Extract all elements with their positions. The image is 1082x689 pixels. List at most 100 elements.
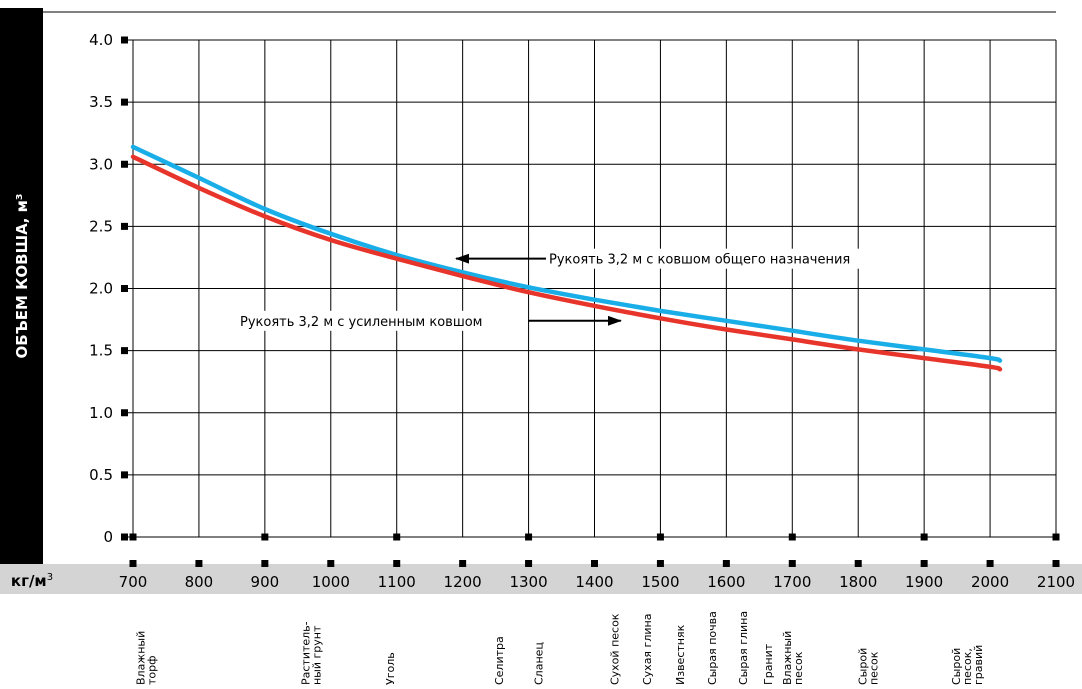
material-label: Уголь [384, 652, 397, 685]
material-label-group: Селитра [493, 636, 506, 685]
material-label-group: Сланец [532, 642, 545, 685]
zero-line-marker [1052, 533, 1060, 541]
x-tick-label: 1400 [575, 573, 613, 591]
y-tick-label: 4.0 [89, 31, 113, 49]
zero-line-marker [129, 533, 137, 541]
grid [125, 39, 1057, 538]
y-tick-marker [121, 36, 128, 44]
material-label: Сырая почва [706, 611, 719, 685]
y-tick-marker [121, 222, 128, 230]
material-label: Сырая глина [737, 611, 750, 685]
y-tick-label: 3.5 [89, 93, 113, 111]
zero-line-marker [261, 533, 269, 541]
x-tick-marker [788, 560, 796, 567]
y-tick-marker [121, 347, 128, 355]
material-label-group: Сырая глина [737, 611, 750, 685]
x-tick-label: 2000 [971, 573, 1009, 591]
series [130, 144, 1003, 372]
y-tick-label: 3.0 [89, 155, 113, 173]
material-label: Гранит [762, 643, 775, 685]
series-line [130, 154, 1003, 372]
annotation-2-bg [236, 310, 528, 331]
y-tick-label: 2.0 [89, 280, 113, 298]
x-tick-marker [261, 560, 269, 567]
x-tick-label: 800 [185, 573, 214, 591]
x-tick-label: 2100 [1037, 573, 1075, 591]
zero-line-marker [525, 533, 533, 541]
material-label: Сухая глина [641, 614, 654, 685]
zero-line-marker [656, 533, 664, 541]
material-label: Сухой песок [608, 613, 621, 685]
material-label: Влажный [135, 631, 148, 685]
material-label: ный грунт [311, 625, 324, 685]
material-label: торф [146, 655, 159, 685]
annotations: Рукоять 3,2 м с ковшом общего назначения… [236, 248, 896, 331]
material-label-group: Раститель-ный грунт [300, 621, 324, 685]
material-label-group: Уголь [384, 652, 397, 685]
material-label-group: Сырая почва [706, 611, 719, 685]
x-tick-label: 1000 [312, 573, 350, 591]
x-tick-label: 900 [251, 573, 280, 591]
x-tick-marker [722, 560, 730, 567]
material-label: песок [868, 651, 881, 685]
material-label-group: Сухой песок [608, 613, 621, 685]
y-tick-label: 2.5 [89, 217, 113, 235]
x-tick-marker [986, 560, 994, 567]
material-label: Влажный [781, 631, 794, 685]
annotation-1-text: Рукоять 3,2 м с ковшом общего назначения [549, 253, 850, 268]
y-axis-label: ОБЪЕМ КОВША, м³ [13, 193, 31, 358]
x-tick-marker [195, 560, 203, 567]
material-label-group: Гранит [762, 643, 775, 685]
y-tick-marker [121, 471, 128, 479]
x-tick-label: 700 [119, 573, 148, 591]
y-ticks: 0 0.5 1.0 1.5 2.0 2.5 3.0 3.5 4.0 [89, 31, 128, 546]
x-tick-label: 1600 [707, 573, 745, 591]
x-tick-marker [591, 560, 598, 567]
ylabel-band [0, 8, 43, 564]
x-tick-marker [393, 560, 401, 567]
annotation-2-text: Рукоять 3,2 м с усиленным ковшом [240, 315, 482, 330]
material-label: Сырой [857, 648, 870, 685]
x-tick-label: 1700 [773, 573, 811, 591]
x-unit-sup: 3 [47, 572, 53, 583]
x-tick-label: 1900 [905, 573, 943, 591]
y-tick-marker [121, 98, 128, 106]
zero-line-marker [920, 533, 928, 541]
x-tick-label: 1800 [839, 573, 877, 591]
x-tick-marker [1052, 560, 1060, 567]
x-tick-label: 1300 [509, 573, 547, 591]
y-tick-label: 1.0 [89, 404, 113, 422]
y-tick-label: 1.5 [89, 342, 113, 360]
material-label: Раститель- [300, 621, 313, 685]
x-tick-label: 1200 [444, 573, 482, 591]
y-tick-label: 0.5 [89, 466, 113, 484]
xaxis-band [0, 564, 1082, 594]
material-label: песок, [961, 648, 974, 685]
y-tick-marker [121, 533, 128, 541]
x-tick-label: 1500 [641, 573, 679, 591]
y-tick-marker [121, 285, 128, 292]
zero-line-marker [788, 533, 796, 541]
material-label: Сырой [950, 648, 963, 685]
material-label: гравий [972, 645, 985, 685]
x-tick-marker [129, 560, 137, 567]
x-tick-marker [656, 560, 664, 567]
annotation-1-bg [546, 248, 896, 269]
x-ticks: 700 800 900 1000 1100 1200 1300 1400 1500 1600 170… [119, 533, 1075, 591]
x-tick-marker [920, 560, 928, 567]
material-label-group: Известняк [674, 624, 687, 685]
material-label-group: Сухая глина [641, 614, 654, 685]
y-tick-marker [121, 409, 128, 417]
material-label: Известняк [674, 624, 687, 685]
material-label: Селитра [493, 636, 506, 685]
x-tick-marker [525, 560, 533, 567]
x-tick-marker [459, 560, 467, 567]
x-tick-label: 1100 [378, 573, 416, 591]
y-tick-label: 0 [103, 528, 113, 546]
